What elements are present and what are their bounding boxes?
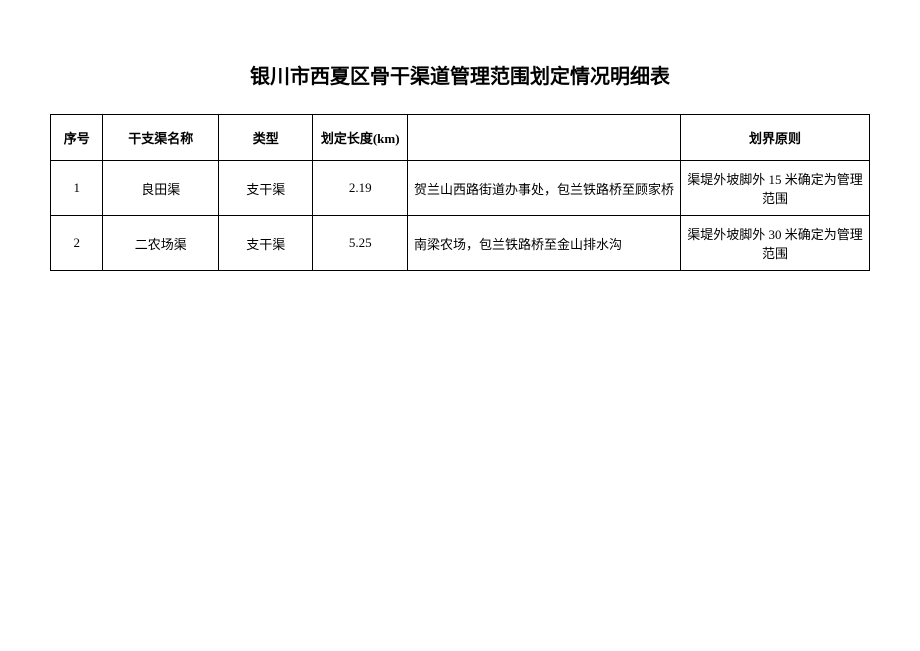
cell-length: 5.25 — [313, 216, 407, 271]
cell-location: 贺兰山西路街道办事处，包兰铁路桥至顾家桥 — [407, 161, 680, 216]
column-header-principle: 划界原则 — [680, 115, 869, 161]
cell-name: 二农场渠 — [103, 216, 218, 271]
cell-location: 南梁农场，包兰铁路桥至金山排水沟 — [407, 216, 680, 271]
column-header-length: 划定长度(km) — [313, 115, 407, 161]
column-header-name: 干支渠名称 — [103, 115, 218, 161]
detail-table: 序号 干支渠名称 类型 划定长度(km) 划界原则 1 良田渠 支干渠 2.19… — [50, 114, 870, 271]
table-row: 2 二农场渠 支干渠 5.25 南梁农场，包兰铁路桥至金山排水沟 渠堤外坡脚外 … — [51, 216, 870, 271]
column-header-location — [407, 115, 680, 161]
cell-seq: 2 — [51, 216, 103, 271]
table-header-row: 序号 干支渠名称 类型 划定长度(km) 划界原则 — [51, 115, 870, 161]
column-header-seq: 序号 — [51, 115, 103, 161]
column-header-type: 类型 — [218, 115, 312, 161]
document-title: 银川市西夏区骨干渠道管理范围划定情况明细表 — [50, 60, 870, 89]
table-row: 1 良田渠 支干渠 2.19 贺兰山西路街道办事处，包兰铁路桥至顾家桥 渠堤外坡… — [51, 161, 870, 216]
cell-type: 支干渠 — [218, 216, 312, 271]
cell-name: 良田渠 — [103, 161, 218, 216]
cell-principle: 渠堤外坡脚外 15 米确定为管理范围 — [680, 161, 869, 216]
cell-seq: 1 — [51, 161, 103, 216]
cell-type: 支干渠 — [218, 161, 312, 216]
cell-length: 2.19 — [313, 161, 407, 216]
cell-principle: 渠堤外坡脚外 30 米确定为管理范围 — [680, 216, 869, 271]
